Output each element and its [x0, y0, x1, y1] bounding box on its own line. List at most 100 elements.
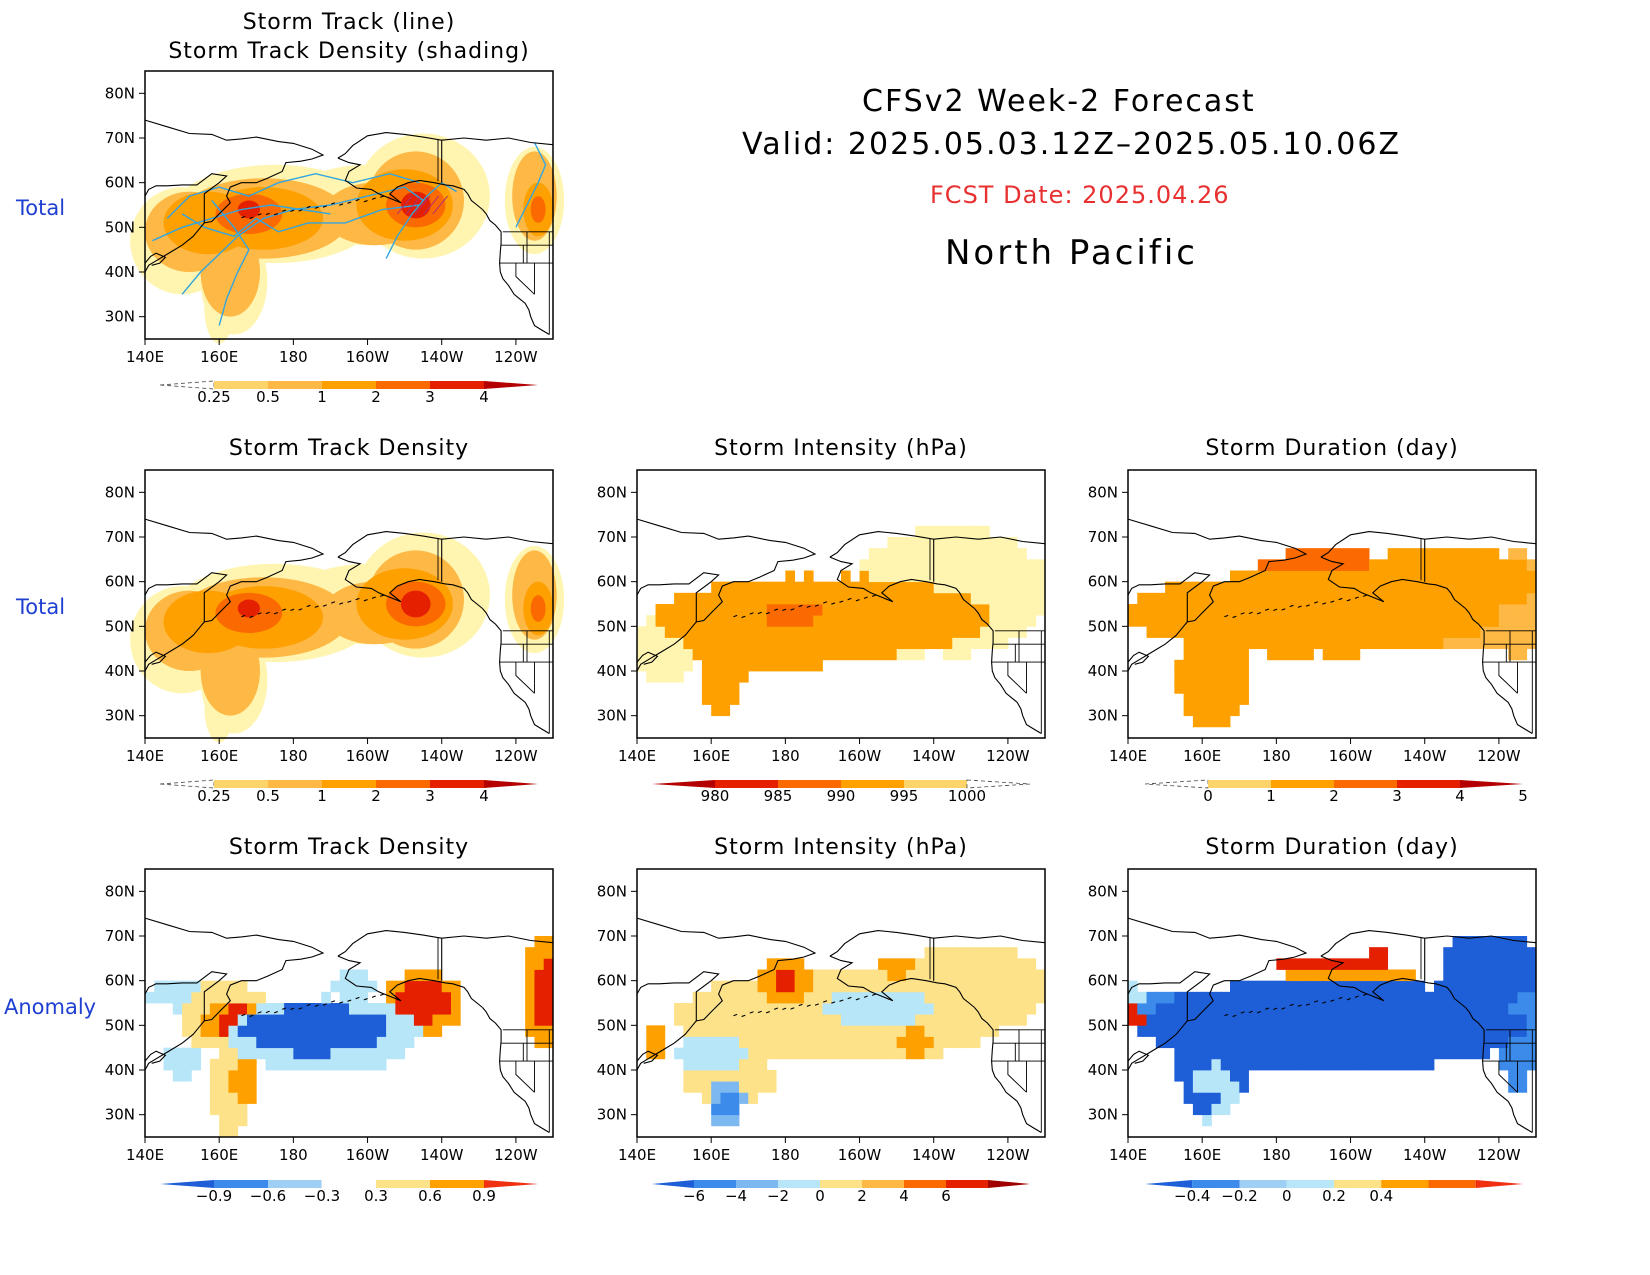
map-density-total-lat-label: 80N	[105, 483, 135, 501]
colorbar-duration-anomaly-swatch	[1286, 1180, 1334, 1188]
map-duration-anomaly: 80N 70N 60N 50N 40N 30N 140E 160E 180 160W 140W 120…	[1088, 868, 1537, 1164]
colorbar-density-total-1: 0.25 0.5 1 2 3 4	[159, 380, 538, 406]
map-intensity-total-grid-cells	[637, 525, 1046, 717]
colorbar-density-total-1-label: 2	[371, 388, 381, 406]
colorbar-density-total-2-label: 0.5	[256, 787, 280, 805]
colorbar-density-total-1-swatch	[268, 381, 322, 389]
colorbar-duration-anomaly-label: 0.2	[1322, 1187, 1346, 1205]
map-density-anomaly-frame	[144, 868, 554, 1138]
map-duration-total-lat-label: 50N	[1088, 617, 1118, 635]
map-density-total-lon-label: 140W	[420, 747, 464, 765]
map-duration-anomaly-lat-label: 50N	[1088, 1016, 1118, 1034]
map-density-total-lat-label: 40N	[105, 662, 135, 680]
row-label-total-1: Total	[16, 196, 66, 220]
row-label-total-2: Total	[16, 595, 66, 619]
map-duration-anomaly-lon-label: 160W	[1329, 1146, 1373, 1164]
colorbar-density-total-2-swatch	[322, 780, 376, 788]
map-intensity-anomaly-lat-label: 40N	[597, 1061, 627, 1079]
map-intensity-total-lat-label: 80N	[597, 483, 627, 501]
map-density-anomaly-lon-label: 180	[279, 1146, 308, 1164]
colorbar-density-total-2-label: 4	[479, 787, 489, 805]
colorbar-density-total-2: 0.25 0.5 1 2 3 4	[159, 779, 538, 805]
panel-1-title-line: Storm Track (line)	[242, 10, 456, 35]
map-intensity-total-lon-label: 140E	[618, 747, 656, 765]
colorbar-density-total-1-swatch	[484, 381, 538, 389]
colorbar-duration-anomaly-swatch	[1334, 1180, 1382, 1188]
colorbar-duration-total-label: 0	[1203, 787, 1213, 805]
colorbar-density-anomaly-label: −0.9	[196, 1187, 232, 1205]
colorbar-duration-anomaly-swatch	[1239, 1180, 1287, 1188]
map-intensity-anomaly-lat-label: 70N	[597, 927, 627, 945]
fcst-date: FCST Date: 2025.04.26	[930, 181, 1230, 209]
map-intensity-total-lon-label: 140W	[912, 747, 956, 765]
map-storm-track-total-lon-label: 140E	[126, 348, 164, 366]
map-density-anomaly-lon-label: 160W	[346, 1146, 390, 1164]
colorbar-intensity-anomaly-label: 6	[941, 1187, 951, 1205]
colorbar-intensity-anomaly-swatch	[778, 1180, 820, 1188]
map-duration-anomaly-lat-label: 80N	[1088, 882, 1118, 900]
colorbar-duration-anomaly-swatch	[1145, 1180, 1193, 1188]
colorbar-duration-anomaly-label: 0.4	[1369, 1187, 1393, 1205]
map-intensity-anomaly-lon-label: 160W	[838, 1146, 882, 1164]
colorbar-density-total-1-label: 4	[479, 388, 489, 406]
map-intensity-anomaly-lat-label: 50N	[597, 1016, 627, 1034]
colorbar-intensity-anomaly-swatch	[652, 1180, 694, 1188]
map-duration-anomaly-grid-cells	[1128, 936, 1537, 1127]
map-intensity-anomaly-grid-cells	[646, 947, 1046, 1127]
map-intensity-anomaly-lat-label: 60N	[597, 972, 627, 990]
map-duration-total-lon-label: 160E	[1183, 747, 1221, 765]
colorbar-density-anomaly: −0.9 −0.6 −0.3 0.3 0.6 0.9	[160, 1179, 538, 1205]
colorbar-duration-total-swatch	[1460, 780, 1523, 788]
map-density-anomaly-lat-label: 80N	[105, 882, 135, 900]
map-storm-track-total-lat-label: 30N	[105, 308, 135, 326]
colorbar-intensity-anomaly-swatch	[736, 1180, 778, 1188]
map-duration-total-lon-label: 160W	[1329, 747, 1373, 765]
map-density-total-lat-label: 70N	[105, 528, 135, 546]
colorbar-density-total-2-label: 2	[371, 787, 381, 805]
map-density-total-lat-label: 60N	[105, 573, 135, 591]
colorbar-intensity-total-label: 980	[701, 787, 730, 805]
map-duration-anomaly-lat-label: 40N	[1088, 1061, 1118, 1079]
colorbar-intensity-total: 980 985 990 995 1000	[652, 779, 1031, 805]
map-density-anomaly-lon-label: 120W	[494, 1146, 538, 1164]
colorbar-density-anomaly-swatch	[160, 1180, 214, 1188]
map-density-anomaly-lat-label: 60N	[105, 972, 135, 990]
colorbar-density-total-1-label: 3	[425, 388, 435, 406]
map-duration-anomaly-lat-label: 70N	[1088, 927, 1118, 945]
panel-3-title: Storm Intensity (hPa)	[714, 436, 968, 461]
colorbar-duration-total-label: 1	[1266, 787, 1276, 805]
map-density-total-lon-label: 120W	[494, 747, 538, 765]
map-intensity-total-lat-label: 70N	[597, 528, 627, 546]
panel-1-title-shading: Storm Track Density (shading)	[168, 39, 530, 64]
colorbar-duration-anomaly-label: 0	[1282, 1187, 1292, 1205]
colorbar-intensity-anomaly-swatch	[862, 1180, 904, 1188]
map-duration-total-lon-label: 180	[1262, 747, 1291, 765]
colorbar-intensity-anomaly-label: 2	[857, 1187, 867, 1205]
colorbar-intensity-total-label: 1000	[948, 787, 986, 805]
colorbar-density-total-1-swatch	[322, 381, 376, 389]
colorbar-duration-anomaly-swatch	[1192, 1180, 1240, 1188]
map-density-anomaly-lat-label: 50N	[105, 1016, 135, 1034]
map-duration-anomaly-lat-label: 30N	[1088, 1106, 1118, 1124]
colorbar-duration-total-label: 3	[1392, 787, 1402, 805]
map-intensity-total-lon-label: 160E	[692, 747, 730, 765]
map-storm-track-total-density-shading	[130, 133, 565, 344]
map-density-anomaly: 80N 70N 60N 50N 40N 30N 140E 160E 180 160W 140W 120…	[105, 868, 554, 1164]
colorbar-intensity-anomaly-swatch	[946, 1180, 988, 1188]
map-duration-total-lat-label: 30N	[1088, 707, 1118, 725]
map-duration-total-grid-cells	[1128, 548, 1537, 728]
map-intensity-total: 80N 70N 60N 50N 40N 30N 140E 160E 180 160W 140W 120…	[597, 469, 1046, 765]
map-storm-track-total-storm-track-lines	[152, 142, 547, 326]
map-duration-total-lat-label: 80N	[1088, 483, 1118, 501]
map-storm-track-total-frame	[144, 70, 554, 340]
colorbar-density-total-2-label: 0.25	[197, 787, 230, 805]
colorbar-duration-total-swatch	[1334, 780, 1397, 788]
colorbar-density-total-2-swatch	[430, 780, 484, 788]
map-intensity-total-lon-label: 120W	[986, 747, 1030, 765]
map-density-anomaly-lon-label: 140E	[126, 1146, 164, 1164]
map-intensity-total-lat-label: 50N	[597, 617, 627, 635]
map-storm-track-total: 80N 70N 60N 50N 40N 30N 140E 160E 180 160W 140W 120…	[105, 70, 565, 366]
colorbar-density-anomaly-label: 0.9	[472, 1187, 496, 1205]
map-duration-total-coastline	[1127, 518, 1537, 734]
map-duration-anomaly-lon-label: 120W	[1477, 1146, 1521, 1164]
